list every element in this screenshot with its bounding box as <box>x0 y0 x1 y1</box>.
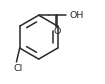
Text: Cl: Cl <box>13 64 23 73</box>
Text: OH: OH <box>70 11 84 20</box>
Text: O: O <box>54 27 61 36</box>
